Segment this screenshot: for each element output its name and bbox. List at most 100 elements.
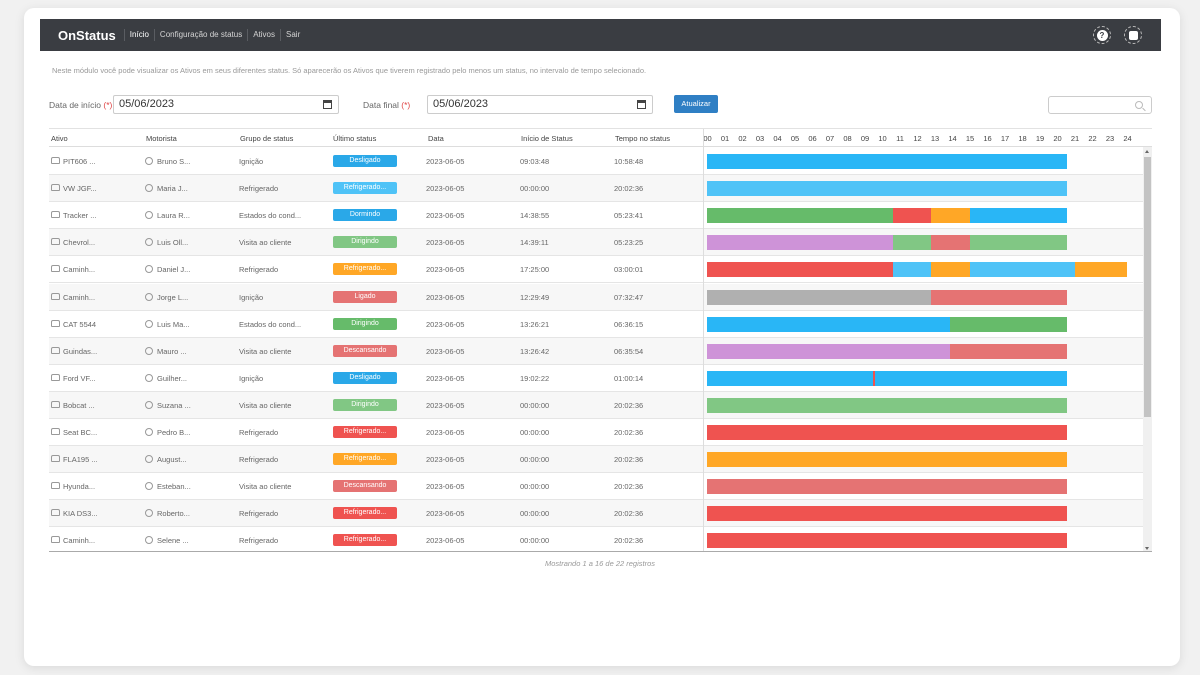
cell-data: 2023-06-05 <box>426 157 465 166</box>
scroll-thumb[interactable] <box>1144 157 1151 417</box>
end-date-input[interactable]: 05/06/2023 <box>427 95 653 114</box>
timeline-segment[interactable] <box>892 262 931 278</box>
table-row[interactable]: VW JGF... Maria J... Refrigerado 2023-06-05… <box>49 175 1143 203</box>
help-icon[interactable]: ? <box>1093 26 1111 44</box>
timeline-segment[interactable] <box>707 154 1068 169</box>
table-row[interactable]: Ford VF... Guilher... Ignição 2023-06-05 19:… <box>49 365 1143 392</box>
status-badge: Desligado <box>333 155 397 167</box>
table-row[interactable]: KIA DS3... Roberto... Refrigerado 2023-06-0… <box>49 500 1143 528</box>
driver-icon <box>145 292 153 301</box>
cell-grupo: Refrigerado <box>239 184 279 194</box>
timeline-segment[interactable] <box>931 289 1068 305</box>
start-date-input[interactable]: 05/06/2023 <box>113 95 339 114</box>
start-date-label: Data de início (*) <box>49 100 113 110</box>
table-row[interactable]: Guindas... Mauro ... Visita ao cliente 2023… <box>49 337 1143 365</box>
hour-label: 08 <box>843 134 852 143</box>
driver-icon <box>145 238 153 247</box>
column-header-ativo[interactable]: Ativo <box>51 134 68 143</box>
table-row[interactable]: Seat BC... Pedro B... Refrigerado 2023-06-0… <box>49 419 1143 446</box>
cell-tempo: 20:02:36 <box>614 428 644 437</box>
timeline-segment[interactable] <box>707 479 1068 495</box>
cell-motorista: Maria J... <box>157 184 188 194</box>
calendar-icon[interactable] <box>637 100 646 109</box>
cell-motorista: Bruno S... <box>157 157 191 166</box>
timeline-segment[interactable] <box>892 235 931 251</box>
cell-inicio: 00:00:00 <box>520 482 550 492</box>
table-row[interactable]: Tracker ... Laura R... Estados do cond... 2… <box>49 202 1143 230</box>
column-header-motorista[interactable]: Motorista <box>146 134 177 143</box>
timeline-segment[interactable] <box>969 235 1068 251</box>
table-row[interactable]: Caminh... Selene ... Refrigerado 2023-06-05… <box>49 527 1143 551</box>
hour-label: 11 <box>896 134 904 143</box>
nav-link-ativos[interactable]: Ativos <box>247 29 280 41</box>
nav-link-configuracao[interactable]: Configuração de status <box>153 29 247 41</box>
column-header-grupo[interactable]: Grupo de status <box>240 134 294 143</box>
timeline-segment[interactable] <box>931 208 970 224</box>
cell-ativo: Chevrol... <box>63 238 96 248</box>
timeline-segment[interactable] <box>707 343 951 359</box>
timeline-segment[interactable] <box>875 370 1068 386</box>
brand-logo[interactable]: OnStatus <box>58 27 116 43</box>
timeline-segment[interactable] <box>707 235 893 251</box>
timeline-segment[interactable] <box>707 370 874 386</box>
table-row[interactable]: CAT 5544 Luis Ma... Estados do cond... 2023… <box>49 311 1143 338</box>
timeline-segment[interactable] <box>707 452 1068 468</box>
timeline-segment[interactable] <box>707 533 1068 549</box>
table-row[interactable]: Chevrol... Luis Oll... Visita ao cliente 20… <box>49 229 1143 257</box>
timeline-segment[interactable] <box>707 289 931 305</box>
update-button[interactable]: Atualizar <box>674 95 718 113</box>
cell-grupo: Visita ao cliente <box>239 346 292 356</box>
scroll-up-icon[interactable] <box>1145 150 1149 153</box>
menu-grid-icon[interactable] <box>1124 26 1142 44</box>
cell-grupo: Refrigerado <box>239 509 279 519</box>
table-row[interactable]: FLA195 ... August... Refrigerado 2023-06-05… <box>49 446 1143 474</box>
cell-grupo: Estados do cond... <box>239 211 302 221</box>
search-input[interactable] <box>1048 96 1152 114</box>
hour-label: 17 <box>1000 134 1010 143</box>
timeline-segment[interactable] <box>969 262 1075 278</box>
calendar-icon[interactable] <box>323 100 332 109</box>
table-scrollbar[interactable] <box>1143 147 1152 551</box>
table-row[interactable]: PIT606 ... Bruno S... Ignição 2023-06-05 09:… <box>49 148 1143 175</box>
table-row[interactable]: Bobcat ... Suzana ... Visita ao cliente 202… <box>49 391 1143 419</box>
scroll-down-icon[interactable] <box>1145 547 1149 550</box>
nav-link-inicio[interactable]: Início <box>123 29 154 41</box>
cell-ativo: Caminh... <box>63 292 96 302</box>
timeline-segment[interactable] <box>931 262 970 278</box>
timeline-segment[interactable] <box>707 425 1068 440</box>
table-row[interactable]: Caminh... Jorge L... Ignição 2023-06-05 12:2… <box>49 283 1143 311</box>
timeline-segment[interactable] <box>931 235 970 251</box>
timeline-segment[interactable] <box>707 316 951 332</box>
column-header-data[interactable]: Data <box>428 134 444 143</box>
cell-ativo: FLA195 ... <box>63 455 98 465</box>
timeline-segment[interactable] <box>950 316 1068 332</box>
cell-tempo: 20:02:36 <box>614 400 644 410</box>
cell-motorista: Luis Oll... <box>157 238 189 248</box>
timeline-segment[interactable] <box>892 208 931 224</box>
timeline-segment[interactable] <box>707 506 1068 522</box>
timeline-segment[interactable] <box>707 181 1068 197</box>
cell-data: 2023-06-05 <box>426 536 465 546</box>
timeline-segment[interactable] <box>707 397 1068 413</box>
timeline-segment[interactable] <box>969 208 1068 224</box>
column-header-tempo[interactable]: Tempo no status <box>615 134 671 143</box>
cell-data: 2023-06-05 <box>426 346 465 356</box>
timeline-segment[interactable] <box>873 370 875 386</box>
column-header-inicio[interactable]: Início de Status <box>521 134 573 143</box>
hour-label: 02 <box>738 134 747 143</box>
timeline-segment[interactable] <box>950 343 1068 359</box>
driver-icon <box>145 211 153 220</box>
timeline-segment[interactable] <box>707 262 893 278</box>
column-header-status[interactable]: Último status <box>333 134 377 143</box>
timeline-segment[interactable] <box>1074 262 1127 278</box>
driver-icon <box>145 482 153 491</box>
nav-link-sair[interactable]: Sair <box>280 29 305 41</box>
cell-tempo: 03:00:01 <box>614 265 644 275</box>
table-row[interactable]: Hyunda... Esteban... Visita ao cliente 2023… <box>49 473 1143 501</box>
cell-grupo: Visita ao cliente <box>239 400 292 410</box>
hour-label: 24 <box>1123 134 1132 143</box>
cell-tempo: 06:35:54 <box>614 346 644 356</box>
table-row[interactable]: Caminh... Daniel J... Refrigerado 2023-06-0… <box>49 256 1143 284</box>
timeline-segment[interactable] <box>707 208 893 224</box>
hour-label: 01 <box>720 134 730 143</box>
